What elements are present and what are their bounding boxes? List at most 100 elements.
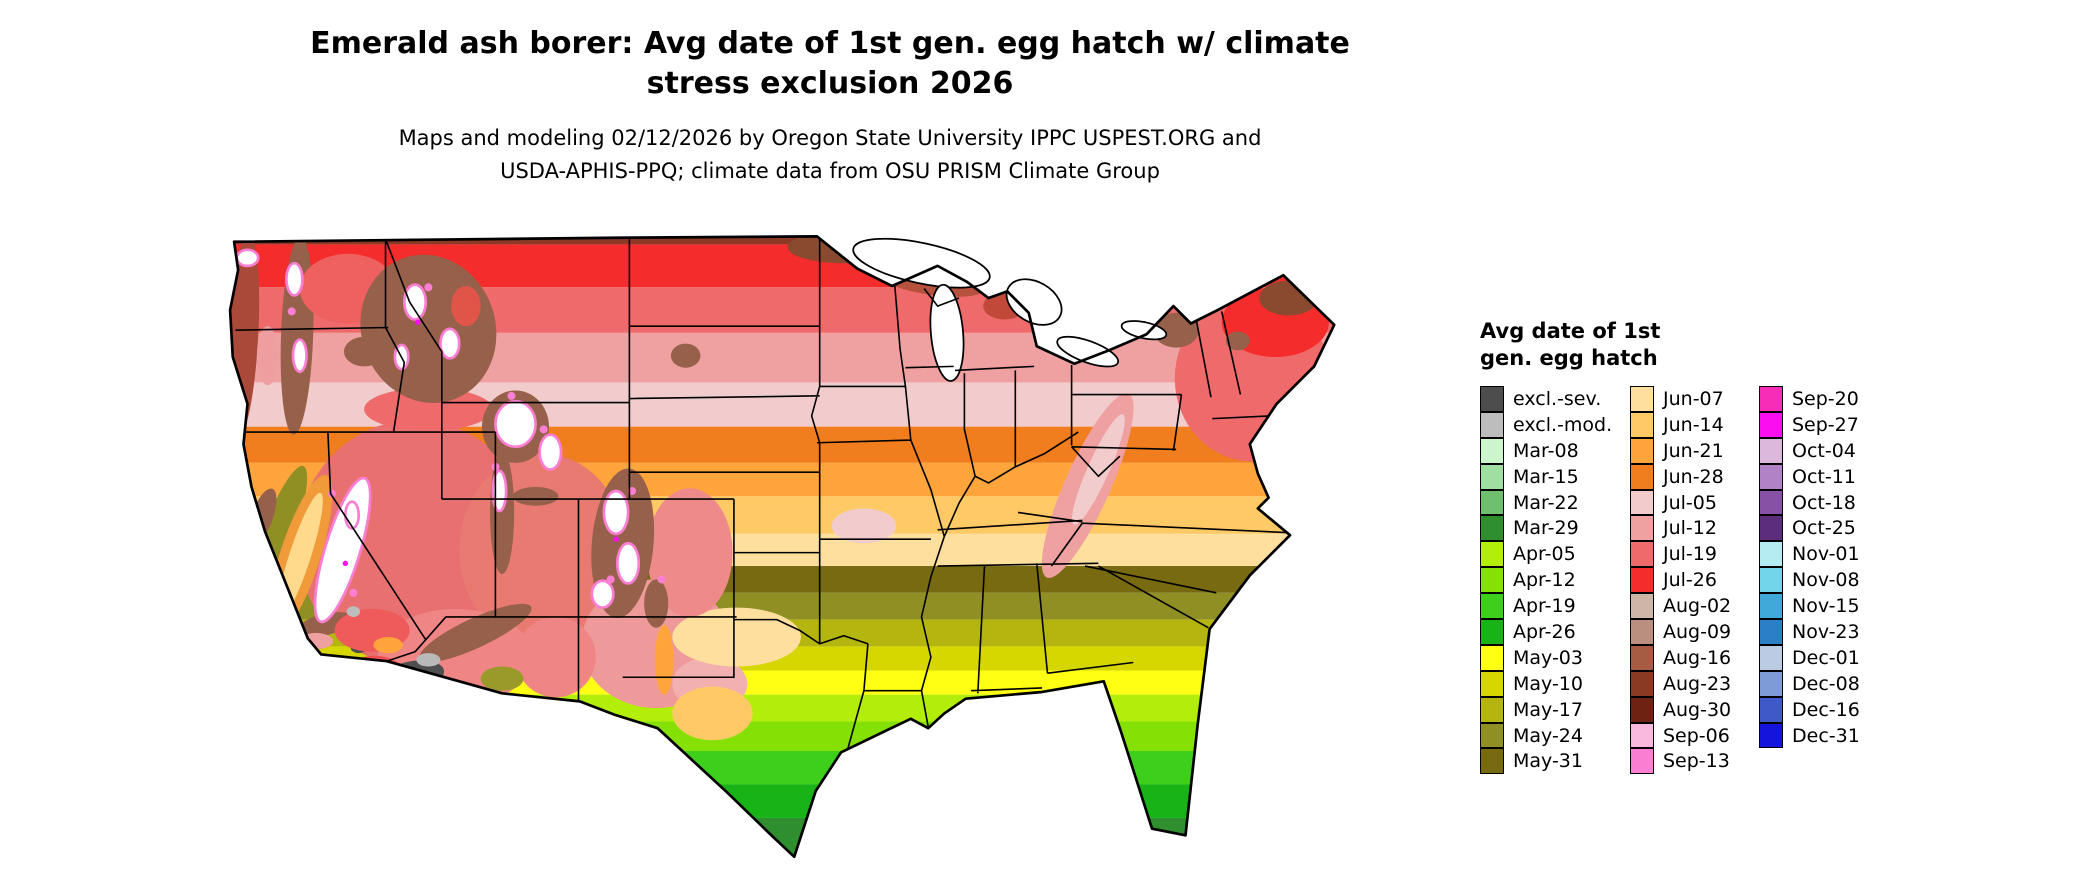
legend-color-swatch [1630, 593, 1654, 620]
legend-columns: excl.-sev. excl.-mod. Mar-08 Mar-15 Mar-22 Ma… [1480, 386, 1899, 775]
legend-row: Apr-19 [1480, 593, 1630, 620]
legend-label: Nov-08 [1792, 569, 1860, 592]
legend-label: Sep-27 [1792, 413, 1859, 436]
legend-color-swatch [1759, 463, 1783, 490]
legend-label: Mar-22 [1513, 491, 1579, 514]
legend-label: Oct-04 [1792, 439, 1856, 462]
legend-label: Dec-01 [1792, 646, 1860, 669]
legend-label: Oct-18 [1792, 491, 1856, 514]
legend-label: May-10 [1513, 672, 1583, 695]
legend-row: Jul-05 [1630, 489, 1759, 516]
legend-label: Jun-28 [1663, 465, 1724, 488]
legend-color-swatch [1630, 541, 1654, 568]
legend-color-swatch [1480, 644, 1504, 671]
legend-label: Dec-31 [1792, 724, 1860, 747]
legend-color-swatch [1759, 489, 1783, 516]
legend-row: Jul-19 [1630, 541, 1759, 568]
legend-color-swatch [1630, 463, 1654, 490]
title-line-1: Emerald ash borer: Avg date of 1st gen. … [310, 26, 1350, 61]
legend-row: Aug-30 [1630, 696, 1759, 723]
legend-color-swatch [1480, 541, 1504, 568]
legend-label: Sep-13 [1663, 750, 1730, 773]
legend-row: Sep-27 [1759, 411, 1899, 438]
legend-row: Nov-15 [1759, 593, 1899, 620]
legend-label: Oct-11 [1792, 465, 1856, 488]
legend-label: Aug-16 [1663, 646, 1732, 669]
legend-label: Aug-30 [1663, 698, 1732, 721]
legend-label: Aug-23 [1663, 672, 1732, 695]
legend-color-swatch [1759, 644, 1783, 671]
legend-color-swatch [1630, 619, 1654, 645]
legend-row: Nov-01 [1759, 541, 1899, 568]
legend-row: Jun-14 [1630, 411, 1759, 438]
legend-color-swatch [1630, 567, 1654, 594]
legend-color-swatch [1630, 437, 1654, 464]
legend-label: Jul-05 [1663, 491, 1717, 514]
legend-label: Apr-05 [1513, 543, 1576, 566]
legend-row: Dec-16 [1759, 696, 1899, 723]
legend: Avg date of 1st gen. egg hatch excl.-sev… [1480, 318, 1899, 775]
legend-row: Mar-29 [1480, 515, 1630, 542]
legend-column-1: excl.-sev. excl.-mod. Mar-08 Mar-15 Mar-22 Ma… [1480, 386, 1630, 775]
us-outline [228, 235, 1336, 859]
legend-color-swatch [1480, 411, 1504, 438]
legend-label: Jun-14 [1663, 413, 1724, 436]
legend-row: May-24 [1480, 722, 1630, 749]
legend-row: Aug-09 [1630, 619, 1759, 645]
legend-color-swatch [1630, 722, 1654, 749]
legend-color-swatch [1759, 722, 1783, 749]
legend-label: Oct-25 [1792, 517, 1856, 540]
legend-row: excl.-mod. [1480, 411, 1630, 438]
state-borders [235, 238, 1287, 754]
figure-title: Emerald ash borer: Avg date of 1st gen. … [0, 24, 1660, 104]
legend-label: Jul-12 [1663, 517, 1717, 540]
legend-row: Jun-28 [1630, 463, 1759, 490]
legend-row: Jun-07 [1630, 386, 1759, 412]
legend-label: Jul-26 [1663, 569, 1717, 592]
title-line-2: stress exclusion 2026 [646, 66, 1014, 101]
legend-row: Oct-25 [1759, 515, 1899, 542]
legend-label: Dec-16 [1792, 698, 1860, 721]
legend-row: Sep-20 [1759, 386, 1899, 412]
legend-color-swatch [1759, 567, 1783, 594]
us-map-figure [214, 228, 1420, 892]
legend-color-swatch [1480, 748, 1504, 775]
legend-label: Dec-08 [1792, 672, 1860, 695]
legend-label: excl.-sev. [1513, 387, 1602, 410]
legend-row: May-10 [1480, 670, 1630, 697]
legend-column-3: Sep-20 Sep-27 Oct-04 Oct-11 Oct-18 Oct-25 Nov-… [1759, 386, 1899, 749]
legend-color-swatch [1630, 644, 1654, 671]
legend-row: May-31 [1480, 748, 1630, 775]
legend-color-swatch [1480, 489, 1504, 516]
legend-color-swatch [1480, 386, 1504, 412]
legend-label: Nov-01 [1792, 543, 1860, 566]
legend-color-swatch [1759, 437, 1783, 464]
legend-color-swatch [1759, 386, 1783, 412]
legend-label: Apr-26 [1513, 620, 1576, 643]
legend-row: Apr-05 [1480, 541, 1630, 568]
legend-label: Apr-12 [1513, 569, 1576, 592]
figure-subtitle: Maps and modeling 02/12/2026 by Oregon S… [0, 122, 1660, 188]
legend-color-swatch [1480, 593, 1504, 620]
subtitle-line-2: USDA-APHIS-PPQ; climate data from OSU PR… [500, 159, 1160, 183]
legend-label: Mar-29 [1513, 517, 1579, 540]
legend-label: Mar-15 [1513, 465, 1579, 488]
legend-color-swatch [1480, 463, 1504, 490]
legend-color-swatch [1480, 567, 1504, 594]
legend-row: Oct-18 [1759, 489, 1899, 516]
legend-row: Mar-15 [1480, 463, 1630, 490]
legend-row: Jun-21 [1630, 437, 1759, 464]
legend-label: Aug-02 [1663, 595, 1732, 618]
legend-title: Avg date of 1st gen. egg hatch [1480, 318, 1899, 372]
legend-color-swatch [1759, 593, 1783, 620]
legend-color-swatch [1630, 696, 1654, 723]
legend-label: Sep-20 [1792, 387, 1859, 410]
legend-color-swatch [1480, 696, 1504, 723]
legend-color-swatch [1759, 411, 1783, 438]
legend-row: Jul-26 [1630, 567, 1759, 594]
legend-color-swatch [1630, 386, 1654, 412]
legend-label: Apr-19 [1513, 595, 1576, 618]
legend-row: Nov-08 [1759, 567, 1899, 594]
legend-label: Jun-21 [1663, 439, 1724, 462]
